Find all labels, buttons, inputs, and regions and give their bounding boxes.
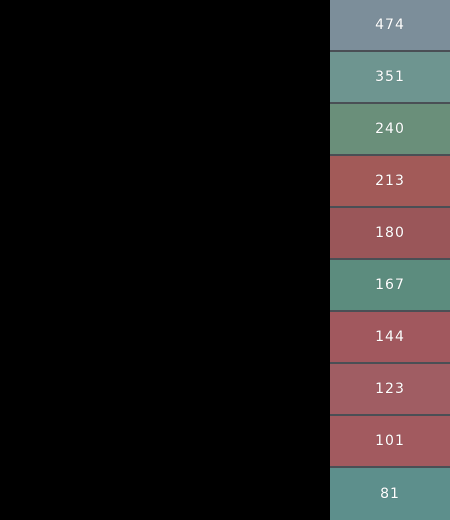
tile-value: 213 bbox=[375, 173, 405, 189]
tile-474[interactable]: 474 bbox=[330, 0, 450, 52]
tile-240[interactable]: 240 bbox=[330, 104, 450, 156]
tile-value: 351 bbox=[375, 69, 405, 85]
tile-180[interactable]: 180 bbox=[330, 208, 450, 260]
tile-144[interactable]: 144 bbox=[330, 312, 450, 364]
tile-351[interactable]: 351 bbox=[330, 52, 450, 104]
tile-value: 240 bbox=[375, 121, 405, 137]
tile-value: 167 bbox=[375, 277, 405, 293]
tile-value: 101 bbox=[375, 433, 405, 449]
tile-123[interactable]: 123 bbox=[330, 364, 450, 416]
tile-value: 474 bbox=[375, 17, 405, 33]
tile-column: 474 351 240 213 180 167 144 123 101 81 bbox=[330, 0, 450, 520]
tile-81[interactable]: 81 bbox=[330, 468, 450, 520]
tile-101[interactable]: 101 bbox=[330, 416, 450, 468]
tile-value: 123 bbox=[375, 381, 405, 397]
tile-167[interactable]: 167 bbox=[330, 260, 450, 312]
tile-value: 144 bbox=[375, 329, 405, 345]
tile-value: 180 bbox=[375, 225, 405, 241]
tile-213[interactable]: 213 bbox=[330, 156, 450, 208]
tile-value: 81 bbox=[380, 486, 400, 502]
